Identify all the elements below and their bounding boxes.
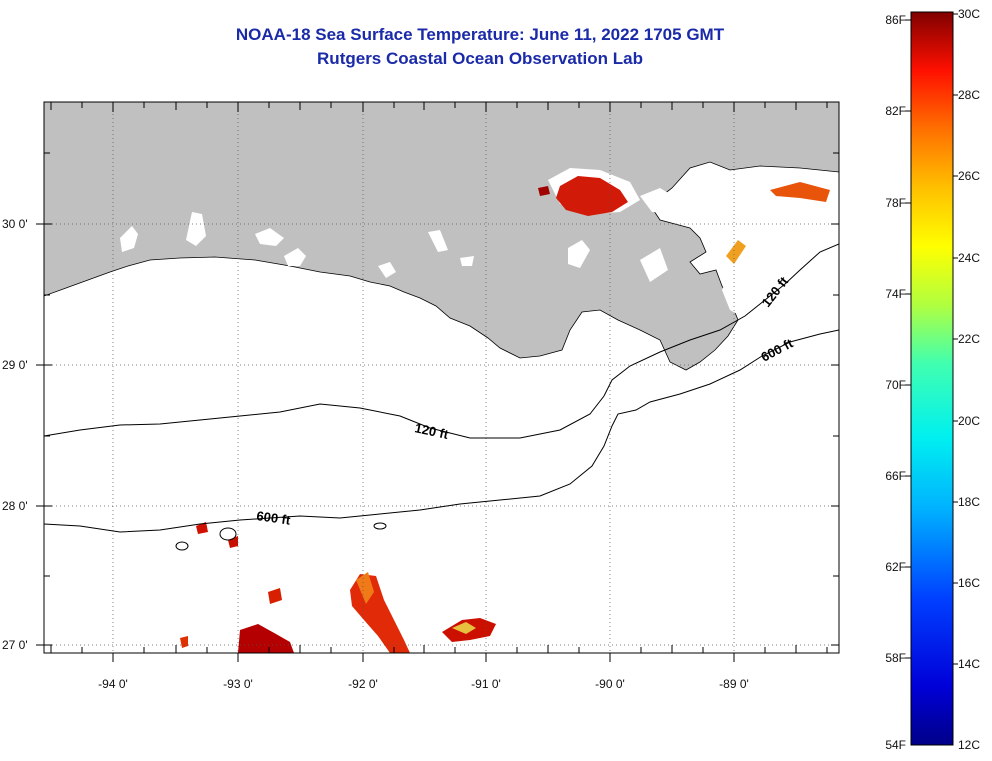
lon-label: -90 0'	[595, 677, 625, 691]
lon-label: -92 0'	[348, 677, 378, 691]
sst-patch	[726, 240, 746, 264]
inland-water	[378, 262, 396, 278]
colorbar-label-c: 16C	[958, 576, 980, 590]
colorbar-label-f: 62F	[885, 560, 906, 574]
contour-label-600ft-west: 600 ft	[256, 508, 292, 528]
colorbar	[910, 11, 954, 746]
colorbar-label-c: 24C	[958, 251, 980, 265]
lon-label: -89 0'	[719, 677, 749, 691]
map-frame	[43, 101, 840, 654]
map-title: NOAA-18 Sea Surface Temperature: June 11…	[235, 25, 725, 44]
lat-label: 30 0'	[2, 217, 28, 231]
sst-patch	[238, 624, 294, 653]
colorbar-label-c: 28C	[958, 88, 980, 102]
colorbar-label-c: 26C	[958, 169, 980, 183]
colorbar-label-c: 22C	[958, 332, 980, 346]
colorbar-label-c: 14C	[958, 657, 980, 671]
inland-water	[428, 230, 448, 252]
sst-patch	[452, 622, 476, 634]
lat-label: 27 0'	[2, 638, 28, 652]
lat-label: 29 0'	[2, 358, 28, 372]
inland-water	[186, 212, 206, 246]
inland-water	[255, 228, 284, 246]
sst-patch	[538, 186, 550, 196]
colorbar-label-f: 58F	[885, 651, 906, 665]
colorbar-label-c: 18C	[958, 495, 980, 509]
colorbar-label-f: 74F	[885, 287, 906, 301]
colorbar-ticks	[905, 13, 958, 665]
sst-patch	[356, 572, 374, 604]
colorbar-label-f: 82F	[885, 104, 906, 118]
inland-water	[722, 176, 839, 318]
colorbar-label-f: 86F	[885, 13, 906, 27]
bathymetry-contours	[44, 243, 839, 551]
colorbar-label-f: 78F	[885, 196, 906, 210]
sst-patch	[228, 536, 238, 548]
contour-600ft	[44, 329, 839, 533]
inland-water	[460, 256, 474, 266]
inland-water	[640, 188, 680, 214]
sst-patch	[196, 522, 208, 534]
lon-label: -93 0'	[223, 677, 253, 691]
lon-label: -94 0'	[98, 677, 128, 691]
contour-120ft	[44, 243, 839, 439]
lon-label: -91 0'	[471, 677, 501, 691]
inland-water	[640, 248, 668, 282]
colorbar-label-f: 54F	[885, 738, 906, 752]
sst-patch	[770, 182, 830, 202]
inland-water	[568, 240, 590, 268]
colorbar-label-c: 20C	[958, 414, 980, 428]
sst-patch	[268, 588, 282, 604]
colorbar-label-f: 66F	[885, 469, 906, 483]
contour-label-120ft-west: 120 ft	[413, 420, 450, 442]
sst-patch	[180, 636, 188, 648]
inland-water	[120, 226, 138, 252]
map-subtitle: Rutgers Coastal Ocean Observation Lab	[317, 49, 643, 68]
map-ticks	[36, 102, 839, 662]
colorbar-label-f: 70F	[885, 378, 906, 392]
lat-label: 28 0'	[2, 499, 28, 513]
inland-water	[284, 248, 306, 266]
colorbar-label-c: 12C	[958, 738, 980, 752]
colorbar-label-c: 30C	[958, 7, 980, 21]
